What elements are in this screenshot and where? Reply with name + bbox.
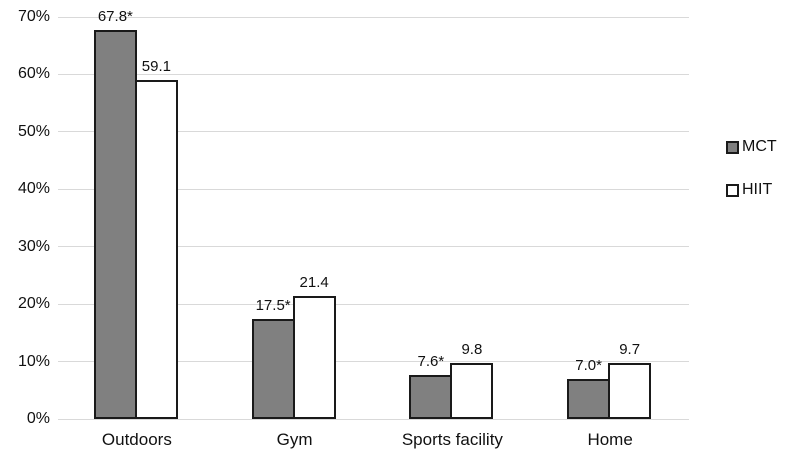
- bar-hiit-outdoors: [134, 79, 178, 419]
- bar-value-label-hiit-outdoors: 59.1: [141, 57, 171, 75]
- y-axis-tick-label: 0%: [26, 410, 50, 427]
- gridline: [58, 73, 689, 75]
- bar-mct-home: [567, 378, 611, 419]
- y-axis-tick-label: 50%: [17, 122, 50, 140]
- bar-mct-gym: [251, 318, 295, 419]
- bar-value-label-hiit-gym: 21.4: [299, 274, 329, 292]
- x-axis-category-label: Sports facility: [401, 430, 503, 449]
- y-axis-tick-label: 30%: [17, 237, 50, 255]
- gridline: [58, 246, 689, 248]
- gridline: [58, 361, 689, 363]
- bar-value-label-hiit-sports-facility: 9.8: [461, 340, 483, 358]
- y-axis-tick-label: 20%: [17, 295, 50, 313]
- legend-label: MCT: [742, 138, 777, 155]
- gridline: [58, 418, 689, 420]
- x-axis-category-label: Gym: [276, 430, 313, 449]
- bar-hiit-gym: [292, 296, 336, 419]
- gridline: [58, 188, 689, 190]
- x-axis-category-label: Home: [587, 430, 633, 449]
- bar-value-label-mct-sports-facility: 7.6*: [417, 353, 445, 371]
- legend-item-mct: MCT: [726, 138, 777, 156]
- x-axis-category-label: Outdoors: [101, 430, 172, 449]
- plot-area: 67.8* 59.1 17.5* 21.4 7.6* 9.8 7.0* 9.7: [58, 9, 689, 420]
- y-axis-tick-label: 70%: [17, 8, 50, 25]
- bar-value-label-mct-outdoors: 67.8*: [97, 7, 133, 25]
- y-axis-tick-label: 40%: [17, 180, 50, 198]
- bar-value-label-hiit-home: 9.7: [619, 341, 641, 359]
- bar-value-label-mct-home: 7.0*: [575, 356, 602, 374]
- gridline: [58, 303, 689, 305]
- bar-hiit-home: [608, 363, 652, 419]
- bar-mct-sports-facility: [409, 375, 453, 419]
- gridline: [58, 16, 689, 18]
- legend-label: HIIT: [742, 181, 773, 198]
- y-axis-tick-label: 60%: [17, 65, 50, 83]
- y-axis-tick-label: 10%: [17, 352, 50, 370]
- gridline: [58, 131, 689, 133]
- legend-swatch-mct: [726, 140, 739, 154]
- legend-item-hiit: HIIT: [726, 181, 777, 199]
- bar-hiit-sports-facility: [450, 362, 494, 419]
- bar-value-label-mct-gym: 17.5*: [255, 296, 291, 314]
- legend: MCT HIIT: [726, 138, 777, 224]
- legend-swatch-hiit: [726, 183, 739, 197]
- bar-mct-outdoors: [93, 29, 137, 419]
